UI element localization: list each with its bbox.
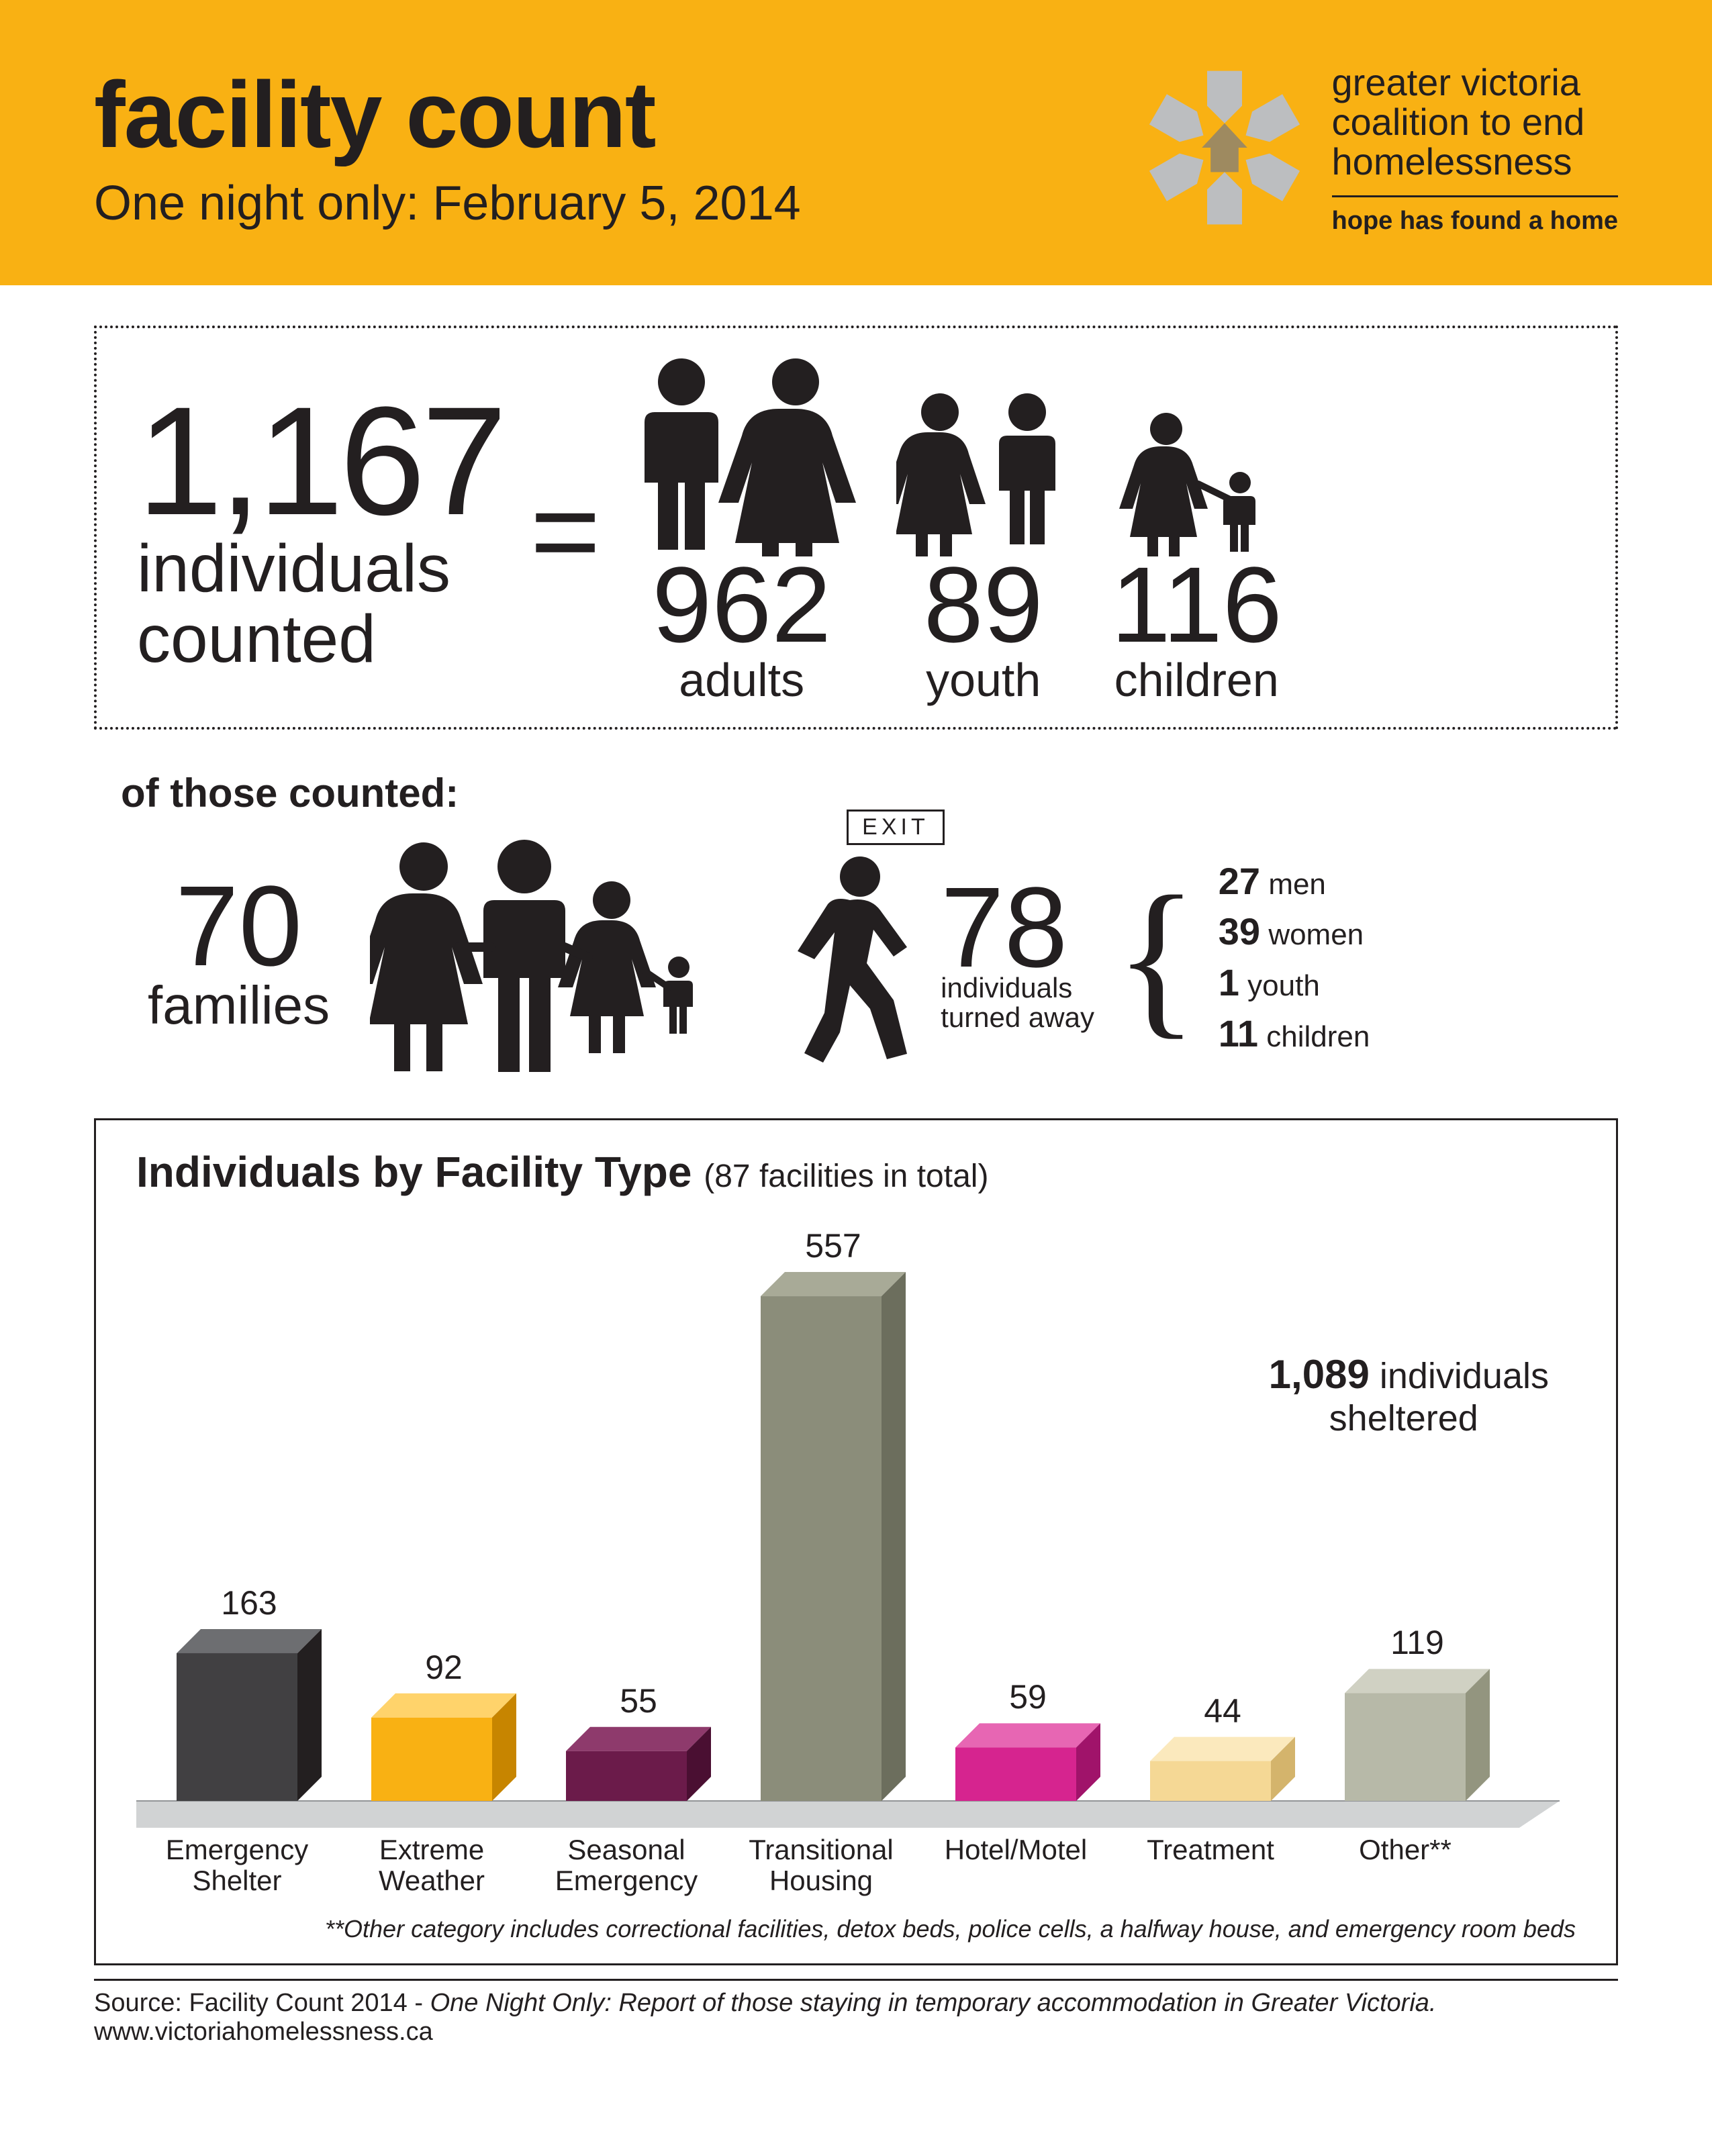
youth-num: 89 xyxy=(896,556,1071,653)
turned-item: 11 children xyxy=(1219,1008,1370,1059)
org-name-line1: greater victoria xyxy=(1332,63,1618,103)
bar-category-label: EmergencyShelter xyxy=(150,1834,324,1896)
chart-area: 1,089 individualssheltered 163EmergencyS… xyxy=(136,1217,1576,1908)
totals-box: 1,167 individuals counted = 962 adults xyxy=(94,326,1618,730)
bar-category-label: Hotel/Motel xyxy=(929,1834,1103,1865)
bar-category-label: TransitionalHousing xyxy=(734,1834,908,1896)
children-num: 116 xyxy=(1111,556,1282,653)
exit-sign: EXIT xyxy=(847,810,945,845)
chart-title: Individuals by Facility Type (87 facilit… xyxy=(136,1147,1576,1197)
total-label1: individuals xyxy=(137,537,504,601)
turned-away-list: 27 men 39 women 1 youth 11 children xyxy=(1219,856,1370,1059)
walking-person-icon xyxy=(786,850,920,1065)
youth-block: 89 youth xyxy=(896,389,1071,707)
bar-category-label: Other** xyxy=(1318,1834,1492,1865)
totals-left: 1,167 individuals counted xyxy=(137,391,504,671)
bar-value: 44 xyxy=(1135,1692,1310,1730)
org-logo-icon xyxy=(1137,60,1312,238)
adults-icon xyxy=(628,355,856,556)
bar-value: 59 xyxy=(941,1677,1115,1716)
page-subtitle: One night only: February 5, 2014 xyxy=(94,176,801,231)
org-tagline: hope has found a home xyxy=(1332,207,1618,236)
families-label: families xyxy=(148,975,330,1036)
children-label: children xyxy=(1111,653,1282,707)
adults-block: 962 adults xyxy=(628,355,856,707)
families-block: 70 families xyxy=(148,878,330,1037)
bar-value: 557 xyxy=(746,1226,920,1265)
youth-icon xyxy=(896,389,1071,556)
bar-value: 163 xyxy=(162,1583,336,1622)
source-line: Source: Facility Count 2014 - One Night … xyxy=(94,1979,1618,2047)
header-band: facility count One night only: February … xyxy=(0,0,1712,285)
bar-category-label: Treatment xyxy=(1123,1834,1298,1865)
bar-category-label: ExtremeWeather xyxy=(344,1834,519,1896)
turned-nums: 78 individuals turned away xyxy=(941,882,1094,1032)
turned-sub2: turned away xyxy=(941,1003,1094,1032)
page-title: facility count xyxy=(94,60,801,169)
turned-item: 39 women xyxy=(1219,906,1370,957)
bar-value: 55 xyxy=(551,1681,726,1720)
content: 1,167 individuals counted = 962 adults xyxy=(0,285,1712,2060)
total-label2: counted xyxy=(137,607,504,671)
header-right: greater victoria coalition to end homele… xyxy=(1137,60,1618,238)
bar-category-label: SeasonalEmergency xyxy=(539,1834,714,1896)
header-left: facility count One night only: February … xyxy=(94,60,801,231)
chart-footnote: **Other category includes correctional f… xyxy=(136,1915,1576,1943)
turned-item: 1 youth xyxy=(1219,957,1370,1008)
turned-item: 27 men xyxy=(1219,856,1370,907)
equals-sign: = xyxy=(530,462,601,601)
chart-box: Individuals by Facility Type (87 facilit… xyxy=(94,1118,1618,1965)
turned-sub1: individuals xyxy=(941,973,1094,1003)
children-block: 116 children xyxy=(1111,409,1282,707)
bar-chart xyxy=(136,1217,1560,1908)
totals-breakdown: 962 adults 89 youth xyxy=(628,355,1282,707)
org-name-line2: coalition to end xyxy=(1332,103,1618,142)
brace-icon: { xyxy=(1114,896,1198,1018)
youth-label: youth xyxy=(896,653,1071,707)
counted-row: 70 families EXIT xyxy=(94,836,1618,1105)
total-number: 1,167 xyxy=(137,391,504,530)
children-icon xyxy=(1119,409,1274,556)
org-divider xyxy=(1332,195,1618,197)
families-num: 70 xyxy=(148,878,330,975)
turned-away-block: EXIT 78 individuals turned away { 27 men… xyxy=(786,850,1370,1065)
family-icon xyxy=(370,836,706,1078)
bar-value: 92 xyxy=(356,1648,531,1687)
org-name-line3: homelessness xyxy=(1332,142,1618,182)
org-text: greater victoria coalition to end homele… xyxy=(1332,63,1618,235)
turned-num: 78 xyxy=(941,882,1094,973)
bar-value: 119 xyxy=(1330,1623,1505,1662)
adults-num: 962 xyxy=(628,556,856,653)
